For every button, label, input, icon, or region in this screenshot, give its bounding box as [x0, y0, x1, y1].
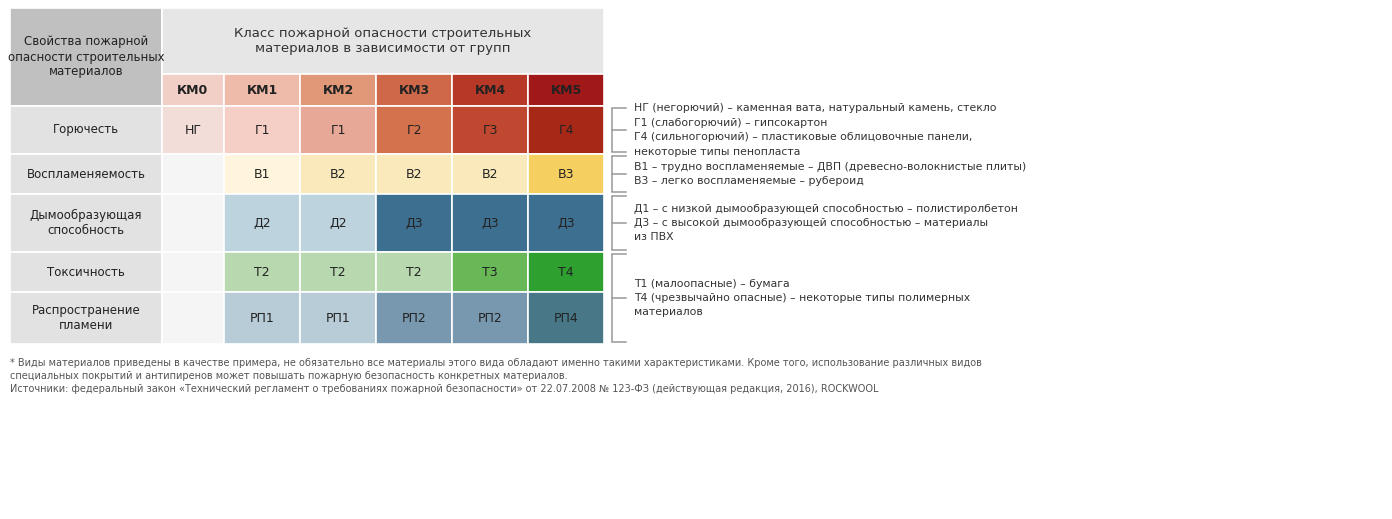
- Text: Д3: Д3: [482, 216, 498, 229]
- Bar: [161, 106, 224, 154]
- Text: В2: В2: [405, 168, 422, 181]
- Bar: [376, 194, 452, 252]
- Bar: [161, 8, 604, 74]
- Text: Класс пожарной опасности строительных
материалов в зависимости от групп: Класс пожарной опасности строительных ма…: [234, 27, 532, 55]
- Bar: [301, 252, 376, 292]
- Text: НГ (негорючий) – каменная вата, натуральный камень, стекло
Г1 (слабогорючий) – г: НГ (негорючий) – каменная вата, натураль…: [633, 103, 997, 157]
- Text: Т2: Т2: [406, 266, 422, 279]
- Text: В1: В1: [253, 168, 270, 181]
- Text: НГ: НГ: [185, 124, 202, 136]
- Text: Дымообразующая
способность: Дымообразующая способность: [29, 209, 142, 237]
- Text: Т1 (малоопасные) – бумага
Т4 (чрезвычайно опасные) – некоторые типы полимерных
м: Т1 (малоопасные) – бумага Т4 (чрезвычайн…: [633, 279, 970, 318]
- Text: КМ5: КМ5: [550, 84, 582, 97]
- Text: Свойства пожарной
опасности строительных
материалов: Свойства пожарной опасности строительных…: [8, 35, 164, 78]
- Text: Д3: Д3: [405, 216, 423, 229]
- Bar: [528, 154, 604, 194]
- Text: Т4: Т4: [558, 266, 574, 279]
- Bar: [376, 252, 452, 292]
- Bar: [452, 154, 528, 194]
- Bar: [10, 106, 161, 154]
- Text: Д2: Д2: [253, 216, 271, 229]
- Text: КМ4: КМ4: [475, 84, 505, 97]
- Text: Г4: Г4: [558, 124, 574, 136]
- Bar: [224, 106, 301, 154]
- Bar: [528, 74, 604, 106]
- Bar: [452, 74, 528, 106]
- Bar: [161, 292, 224, 344]
- Bar: [528, 252, 604, 292]
- Bar: [10, 292, 161, 344]
- Bar: [161, 154, 224, 194]
- Bar: [528, 106, 604, 154]
- Bar: [376, 74, 452, 106]
- Text: КМ3: КМ3: [398, 84, 430, 97]
- Text: РП2: РП2: [402, 311, 426, 324]
- Bar: [301, 154, 376, 194]
- Text: КМ0: КМ0: [177, 84, 209, 97]
- Bar: [161, 74, 224, 106]
- Text: Т2: Т2: [330, 266, 345, 279]
- Text: Г3: Г3: [482, 124, 498, 136]
- Bar: [224, 292, 301, 344]
- Bar: [224, 74, 301, 106]
- Text: Г2: Г2: [406, 124, 422, 136]
- Bar: [376, 154, 452, 194]
- Bar: [452, 106, 528, 154]
- Bar: [376, 292, 452, 344]
- Bar: [10, 154, 161, 194]
- Bar: [301, 194, 376, 252]
- Text: Д1 – с низкой дымообразующей способностью – полистиролбетон
Д3 – с высокой дымоо: Д1 – с низкой дымообразующей способность…: [633, 203, 1018, 242]
- Text: * Виды материалов приведены в качестве примера, не обязательно все материалы это: * Виды материалов приведены в качестве п…: [10, 358, 981, 368]
- Bar: [161, 252, 224, 292]
- Bar: [301, 292, 376, 344]
- Text: Т2: Т2: [255, 266, 270, 279]
- Bar: [10, 252, 161, 292]
- Bar: [301, 106, 376, 154]
- Bar: [452, 194, 528, 252]
- Text: Д3: Д3: [557, 216, 575, 229]
- Text: РП2: РП2: [477, 311, 503, 324]
- Bar: [10, 8, 161, 106]
- Bar: [376, 106, 452, 154]
- Text: РП1: РП1: [326, 311, 351, 324]
- Bar: [452, 252, 528, 292]
- Text: В2: В2: [330, 168, 347, 181]
- Bar: [528, 194, 604, 252]
- Bar: [301, 74, 376, 106]
- Bar: [224, 252, 301, 292]
- Text: КМ2: КМ2: [323, 84, 354, 97]
- Text: Воспламеняемость: Воспламеняемость: [26, 168, 146, 181]
- Text: Горючесть: Горючесть: [53, 124, 120, 136]
- Bar: [224, 194, 301, 252]
- Text: В3: В3: [558, 168, 575, 181]
- Text: РП4: РП4: [554, 311, 578, 324]
- Text: Токсичность: Токсичность: [47, 266, 125, 279]
- Text: Г1: Г1: [330, 124, 345, 136]
- Text: Д2: Д2: [329, 216, 347, 229]
- Bar: [452, 292, 528, 344]
- Bar: [224, 154, 301, 194]
- Bar: [528, 292, 604, 344]
- Text: специальных покрытий и антипиренов может повышать пожарную безопасность конкретн: специальных покрытий и антипиренов может…: [10, 371, 568, 381]
- Text: Распространение
пламени: Распространение пламени: [32, 304, 141, 332]
- Bar: [161, 194, 224, 252]
- Text: Источники: федеральный закон «Технический регламент о требованиях пожарной безоп: Источники: федеральный закон «Технически…: [10, 384, 878, 394]
- Text: В2: В2: [482, 168, 498, 181]
- Bar: [10, 194, 161, 252]
- Text: Т3: Т3: [482, 266, 498, 279]
- Text: РП1: РП1: [249, 311, 274, 324]
- Text: Г1: Г1: [255, 124, 270, 136]
- Text: КМ1: КМ1: [246, 84, 277, 97]
- Text: В1 – трудно воспламеняемые – ДВП (древесно-волокнистые плиты)
В3 – легко восплам: В1 – трудно воспламеняемые – ДВП (древес…: [633, 162, 1026, 186]
